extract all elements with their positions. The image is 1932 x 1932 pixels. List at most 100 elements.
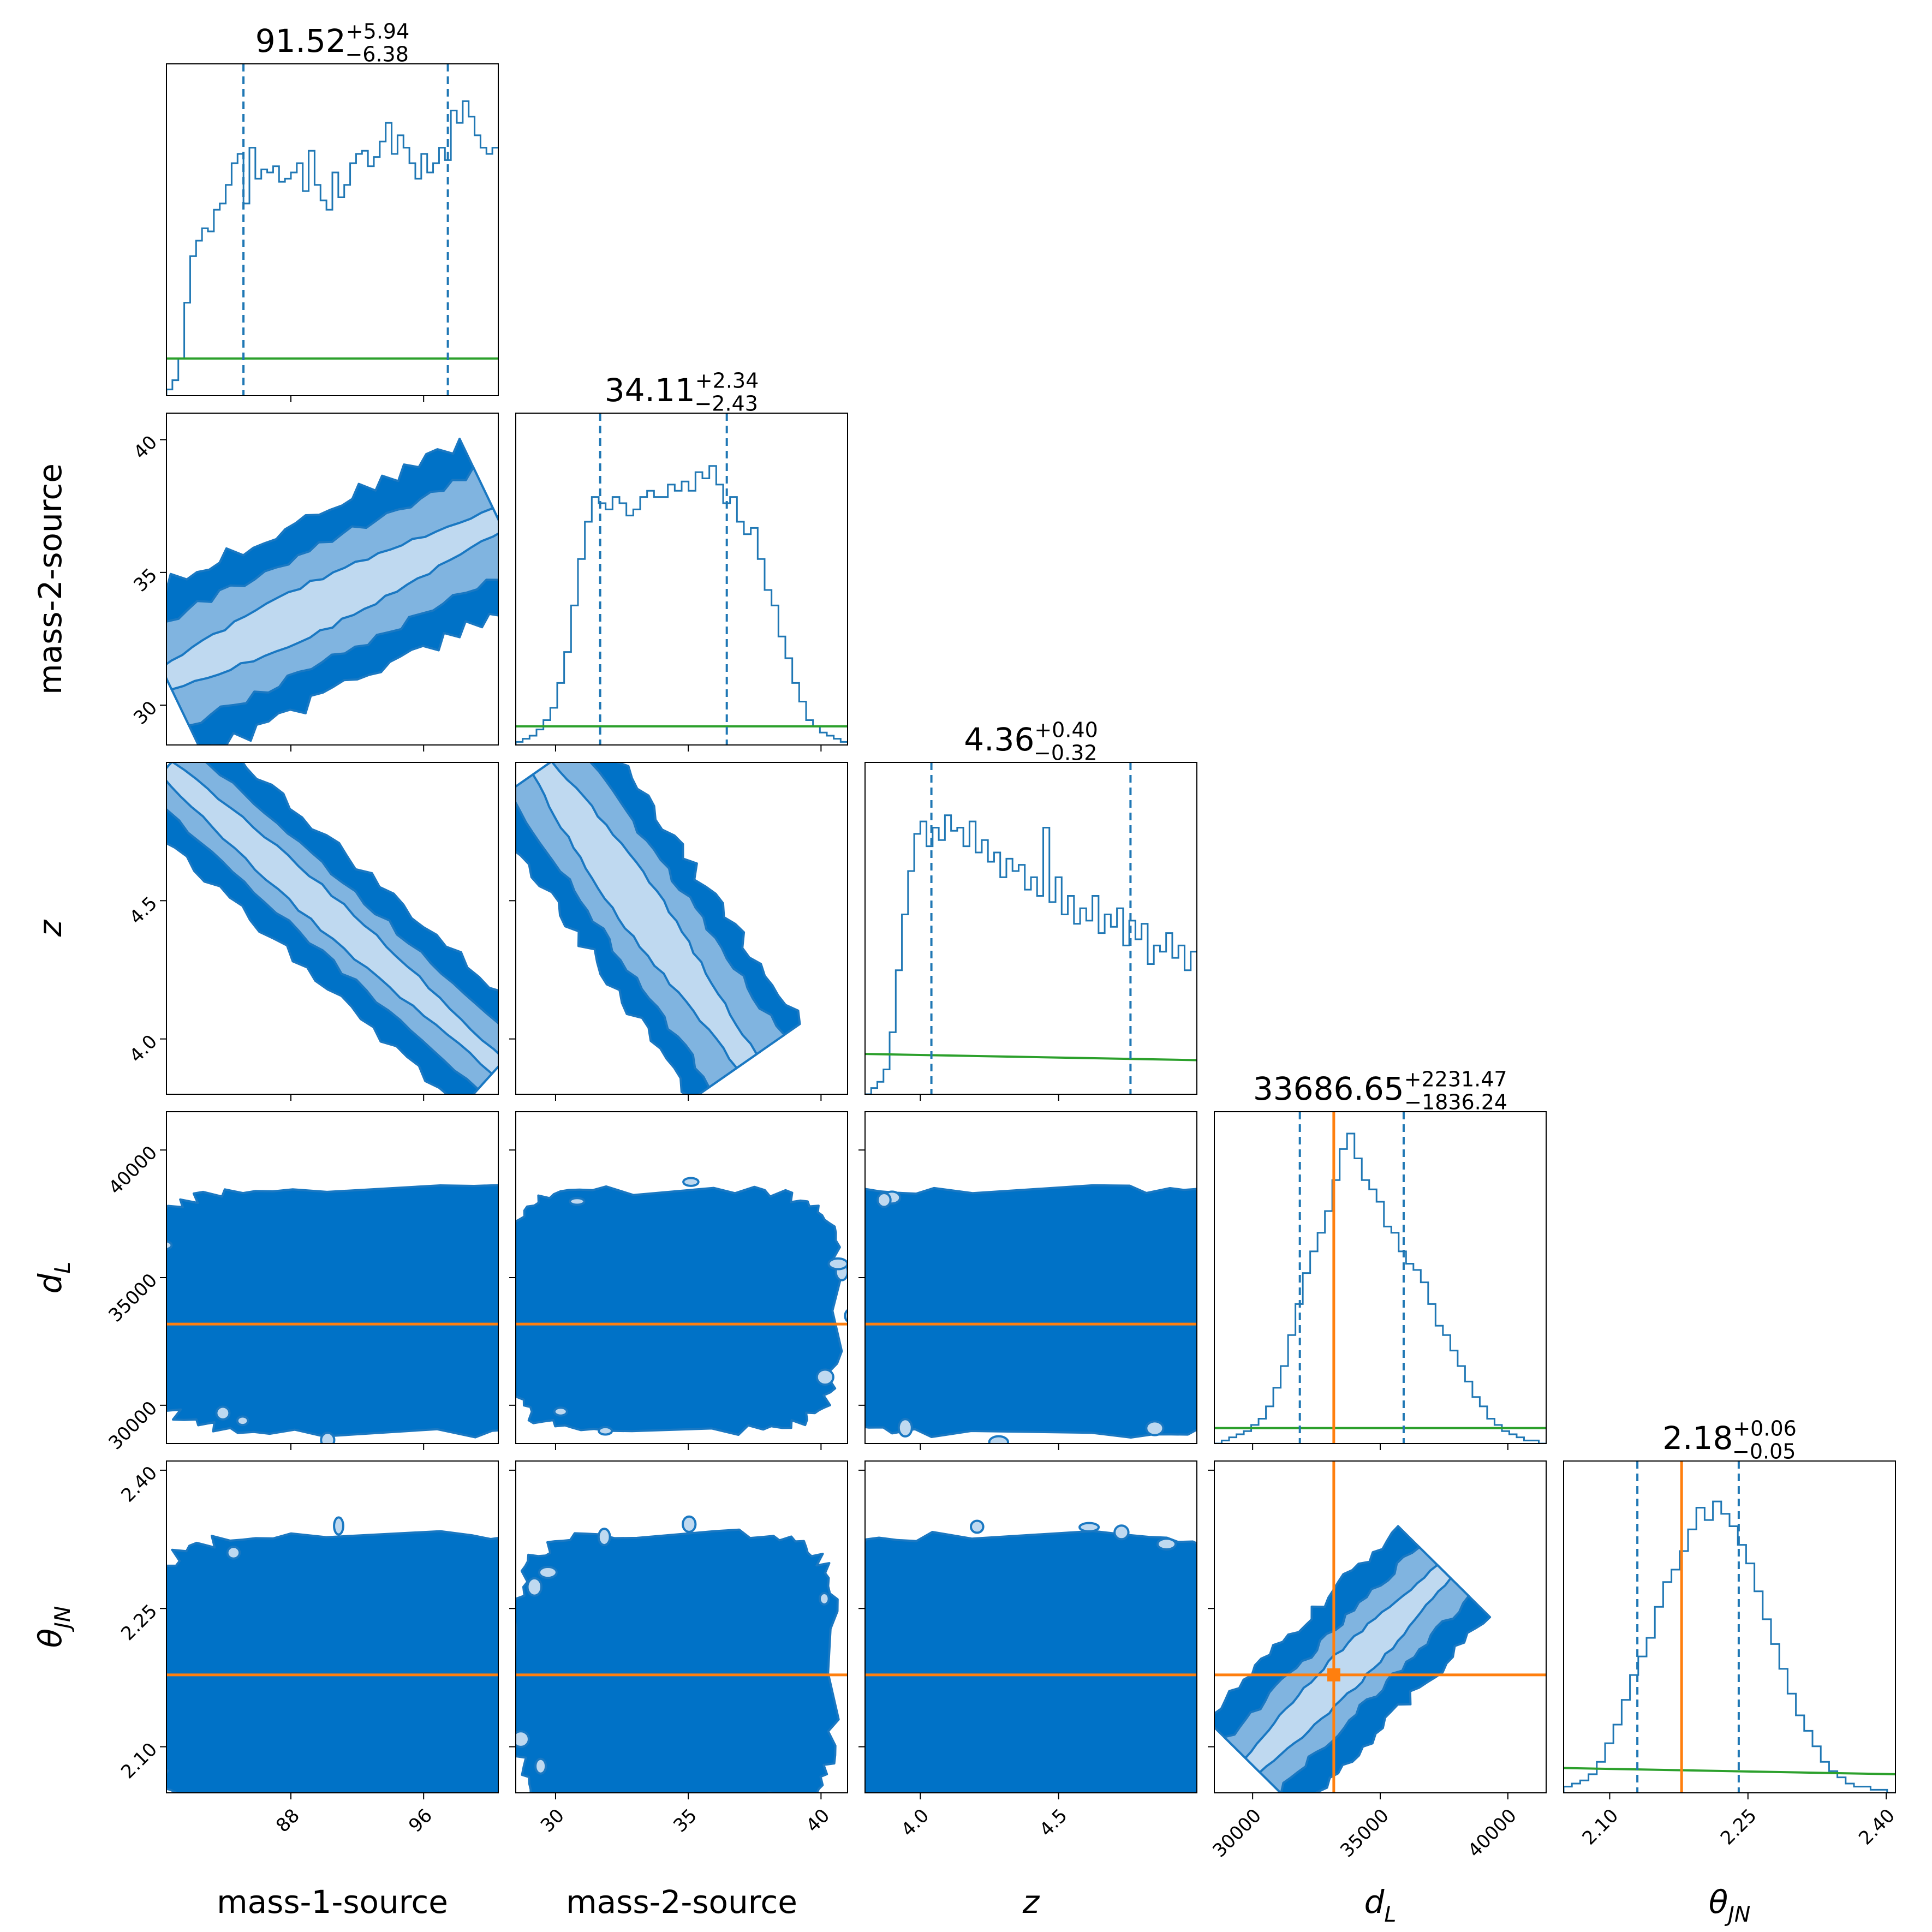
title-upper-error: +2.34 — [695, 369, 759, 393]
x-axis-label-z: z — [1022, 1883, 1040, 1921]
contour-island — [236, 1415, 249, 1427]
x-axis-label-thetaJN: θJN — [1709, 1883, 1751, 1927]
title-mass2: 34.11+2.34 −2.43 — [605, 369, 759, 416]
title-lower-error: −2.43 — [694, 391, 758, 415]
panel-content — [865, 762, 1197, 1094]
panel-content — [166, 1516, 498, 1793]
contour-island — [827, 1257, 848, 1271]
contour-island — [815, 1368, 834, 1386]
x-axis-label-z-base: z — [1022, 1883, 1040, 1921]
title-lower-error: −0.05 — [1732, 1439, 1796, 1463]
contour-fill-3 — [865, 1184, 1197, 1439]
y-axis-label-dL: dL — [32, 1262, 75, 1294]
panel-content — [166, 64, 498, 396]
panel-frame — [864, 1460, 1197, 1793]
contour-fill-3 — [516, 1528, 840, 1793]
contour-island — [844, 1309, 848, 1323]
title-lower-error: −1836.24 — [1404, 1090, 1507, 1114]
histogram-steps — [1214, 1132, 1546, 1444]
panel-content — [516, 1515, 848, 1793]
contour-island — [818, 1591, 830, 1606]
contour-fill-3 — [166, 1530, 498, 1793]
x-axis-label-mass2-base: mass-2-source — [566, 1883, 797, 1921]
x-axis-label-dL: dL — [1364, 1883, 1397, 1927]
title-median: 33686.65 — [1253, 1070, 1404, 1107]
contour-level-1 — [166, 507, 498, 691]
contour-island — [226, 1546, 241, 1560]
x-axis-label-thetaJN-subscript: JN — [1724, 1902, 1750, 1927]
contour-island — [969, 1519, 985, 1534]
histogram-steps — [516, 465, 848, 745]
panel-frame — [515, 413, 848, 746]
panel-content — [1564, 1461, 1895, 1793]
contour-panel-mass1-vs-thetaJN: 88 962.102.252.40 — [117, 1460, 499, 1836]
panel-frame — [864, 762, 1197, 1095]
contour-island — [682, 1515, 697, 1533]
x-axis-label-mass2: mass-2-source — [566, 1883, 797, 1921]
panel-frame — [515, 1460, 848, 1793]
contour-fill-3 — [865, 1530, 1197, 1793]
title-upper-error: +0.06 — [1733, 1417, 1796, 1441]
panel-content — [516, 413, 848, 745]
contour-island — [1156, 1537, 1177, 1551]
title-dL: 33686.65+2231.47 −1836.24 — [1253, 1068, 1507, 1114]
histogram-steps — [865, 814, 1197, 1094]
title-lower-error: −0.32 — [1034, 741, 1097, 765]
panel-frame — [166, 762, 499, 1095]
histogram-panel-mass2 — [515, 413, 848, 752]
contour-island — [516, 1730, 530, 1748]
title-mass1: 91.52+5.94 −6.38 — [255, 20, 410, 67]
histogram-panel-dL — [1214, 1111, 1547, 1450]
x-axis-label-mass1: mass-1-source — [217, 1883, 448, 1921]
contour-panel-mass1-vs-z: 4.04.5 — [126, 762, 499, 1101]
title-median: 34.11 — [605, 372, 695, 409]
contour-island — [682, 1177, 700, 1187]
contour-island — [988, 1435, 1010, 1444]
title-z: 4.36+0.40 −0.32 — [964, 718, 1098, 765]
prior-line — [1564, 1767, 1895, 1775]
injection-marker — [1327, 1668, 1340, 1681]
panel-frame — [166, 1460, 499, 1793]
panel-content — [166, 1184, 498, 1444]
histogram-steps — [1564, 1500, 1895, 1793]
panel-content — [516, 762, 801, 1094]
y-axis-label-mass2-base: mass-2-source — [32, 463, 69, 695]
y-axis-label-z: z — [32, 919, 69, 937]
contour-island — [897, 1418, 913, 1438]
contour-level-1 — [166, 762, 498, 1075]
contour-level-1 — [1244, 1564, 1452, 1774]
title-median: 4.36 — [964, 721, 1034, 758]
contour-panel-z-vs-thetaJN: 4.0 4.5 — [858, 1460, 1197, 1841]
y-axis-label-thetaJN-subscript: JN — [50, 1606, 75, 1632]
contour-island — [876, 1191, 892, 1208]
title-upper-error: +5.94 — [346, 20, 409, 44]
panel-content — [166, 762, 498, 1094]
y-axis-label-dL-base: d — [32, 1273, 69, 1293]
y-axis-label-thetaJN: θJN — [32, 1606, 75, 1648]
panel-content — [865, 1519, 1197, 1793]
contour-island — [553, 1406, 568, 1417]
panel-content — [516, 1177, 848, 1436]
y-axis-label-thetaJN-base: θ — [32, 1629, 69, 1648]
x-axis-label-dL-subscript: L — [1384, 1902, 1396, 1927]
y-axis-label-mass2: mass-2-source — [32, 463, 69, 695]
contour-island — [1078, 1522, 1100, 1533]
panel-frame — [166, 413, 499, 746]
x-axis-label-mass1-base: mass-1-source — [217, 1883, 448, 1921]
contour-level-1 — [532, 762, 758, 1069]
panel-content — [166, 437, 498, 745]
contour-panel-mass2-vs-z — [509, 762, 848, 1101]
contour-island — [333, 1516, 344, 1536]
title-median: 91.52 — [255, 22, 346, 59]
x-axis-label-thetaJN-base: θ — [1709, 1883, 1728, 1921]
histogram-panel-mass1 — [166, 63, 499, 402]
title-upper-error: +0.40 — [1034, 718, 1098, 742]
title-upper-error: +2231.47 — [1404, 1068, 1507, 1092]
contour-island — [598, 1426, 613, 1436]
panel-content — [1214, 1112, 1546, 1444]
contour-island — [538, 1566, 558, 1579]
contour-island — [1145, 1420, 1165, 1436]
